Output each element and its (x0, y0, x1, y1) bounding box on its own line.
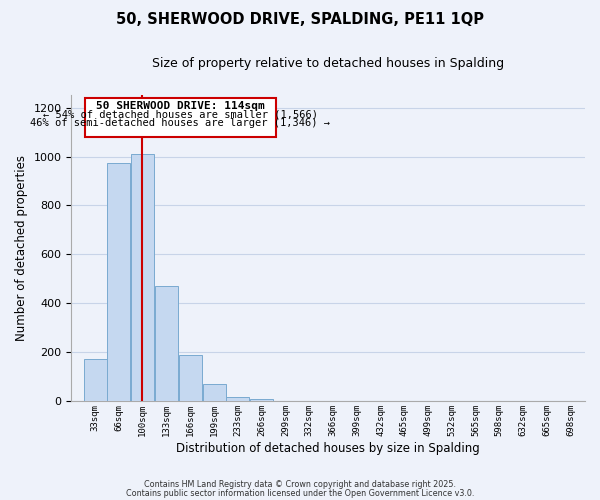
Text: 46% of semi-detached houses are larger (1,346) →: 46% of semi-detached houses are larger (… (30, 118, 330, 128)
Bar (179, 355, 202, 402)
Bar (203, 384, 226, 402)
Bar (83, 358, 107, 402)
Text: 50 SHERWOOD DRIVE: 114sqm: 50 SHERWOOD DRIVE: 114sqm (96, 102, 265, 112)
Bar (226, 396, 250, 402)
X-axis label: Distribution of detached houses by size in Spalding: Distribution of detached houses by size … (176, 442, 480, 455)
Text: ← 54% of detached houses are smaller (1,566): ← 54% of detached houses are smaller (1,… (43, 110, 318, 120)
Bar (155, 286, 178, 402)
Title: Size of property relative to detached houses in Spalding: Size of property relative to detached ho… (152, 58, 504, 70)
Text: 50, SHERWOOD DRIVE, SPALDING, PE11 1QP: 50, SHERWOOD DRIVE, SPALDING, PE11 1QP (116, 12, 484, 28)
Bar (107, 162, 130, 402)
FancyBboxPatch shape (85, 98, 275, 138)
Y-axis label: Number of detached properties: Number of detached properties (15, 156, 28, 342)
Bar (131, 154, 154, 402)
Text: Contains public sector information licensed under the Open Government Licence v3: Contains public sector information licen… (126, 488, 474, 498)
Text: Contains HM Land Registry data © Crown copyright and database right 2025.: Contains HM Land Registry data © Crown c… (144, 480, 456, 489)
Bar (250, 399, 273, 402)
